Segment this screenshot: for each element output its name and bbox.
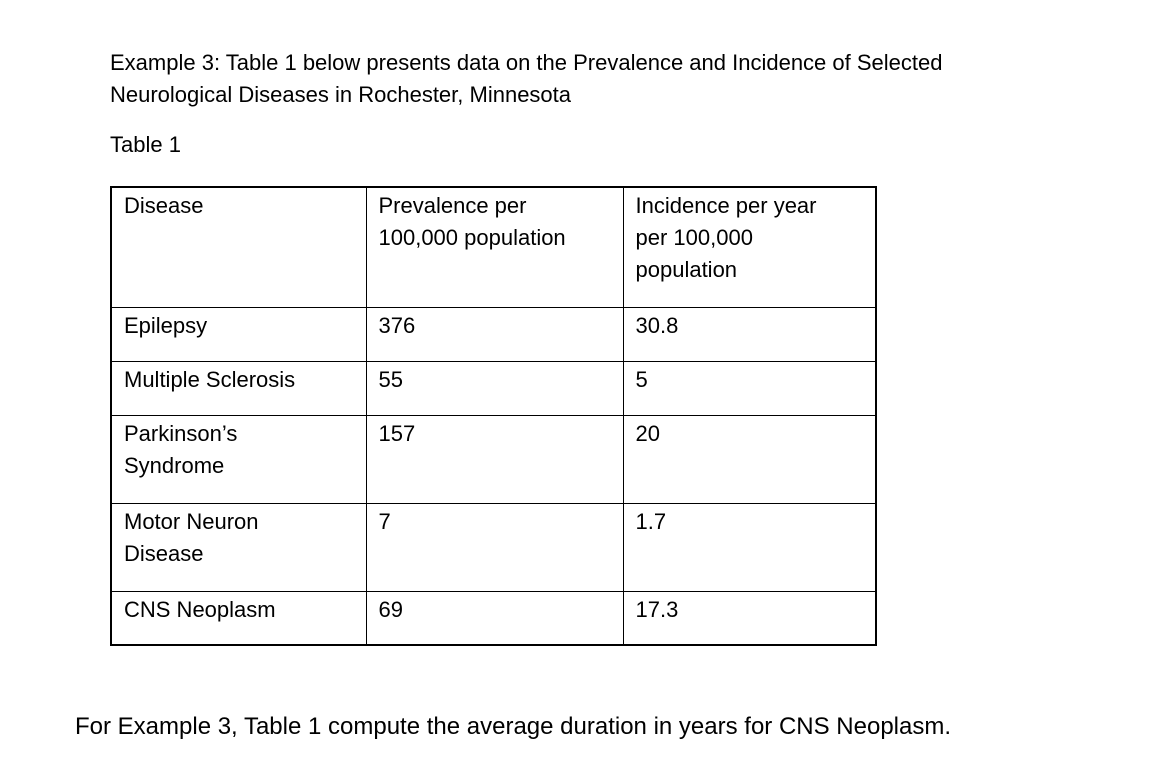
cell-prevalence: 55 [365, 360, 624, 416]
cell-prevalence: 376 [365, 306, 624, 362]
cell-prevalence: 157 [365, 414, 624, 504]
cell-incidence: 30.8 [622, 306, 877, 362]
cell-incidence: 20 [622, 414, 877, 504]
table-row-epilepsy: Epilepsy 376 30.8 [110, 306, 877, 362]
cell-incidence: 17.3 [622, 590, 877, 646]
intro-paragraph: Example 3: Table 1 below presents data o… [110, 50, 943, 107]
table-row-parkinsons-syndrome: Parkinson’s Syndrome 157 20 [110, 414, 877, 504]
cell-prevalence: 7 [365, 502, 624, 592]
cell-disease: Epilepsy [110, 306, 367, 362]
column-header-incidence: Incidence per year per 100,000 populatio… [622, 186, 877, 308]
cell-disease: CNS Neoplasm [110, 590, 367, 646]
cell-disease: Multiple Sclerosis [110, 360, 367, 416]
cell-disease: Parkinson’s Syndrome [110, 414, 367, 504]
cell-incidence: 1.7 [622, 502, 877, 592]
table-caption: Table 1 [110, 132, 181, 157]
cell-incidence: 5 [622, 360, 877, 416]
table-header-row: Disease Prevalence per 100,000 populatio… [110, 186, 877, 308]
column-header-disease: Disease [110, 186, 367, 308]
cell-prevalence: 69 [365, 590, 624, 646]
question-text: For Example 3, Table 1 compute the avera… [75, 713, 951, 740]
table-row-motor-neuron-disease: Motor Neuron Disease 7 1.7 [110, 502, 877, 592]
table-row-multiple-sclerosis: Multiple Sclerosis 55 5 [110, 360, 877, 416]
column-header-prevalence: Prevalence per 100,000 population [365, 186, 624, 308]
data-table: Disease Prevalence per 100,000 populatio… [110, 186, 877, 646]
cell-disease: Motor Neuron Disease [110, 502, 367, 592]
table-row-cns-neoplasm: CNS Neoplasm 69 17.3 [110, 590, 877, 646]
